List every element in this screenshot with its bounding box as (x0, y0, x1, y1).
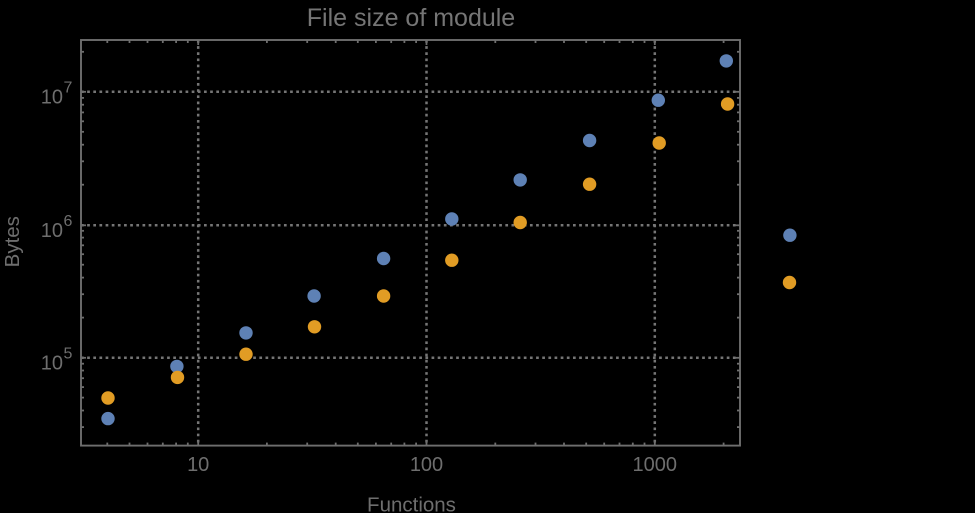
svg-text:Bytes: Bytes (1, 216, 24, 267)
svg-text:7: 7 (64, 79, 73, 96)
svg-text:File size of module: File size of module (307, 4, 515, 32)
svg-text:Functions: Functions (367, 494, 456, 513)
svg-text:10: 10 (187, 454, 209, 476)
svg-text:5: 5 (64, 345, 73, 362)
svg-text:10: 10 (41, 352, 63, 374)
svg-text:10: 10 (41, 220, 63, 242)
svg-text:1000: 1000 (633, 454, 678, 476)
svg-text:100: 100 (410, 454, 443, 476)
svg-text:6: 6 (64, 213, 73, 230)
svg-text:10: 10 (41, 86, 63, 108)
